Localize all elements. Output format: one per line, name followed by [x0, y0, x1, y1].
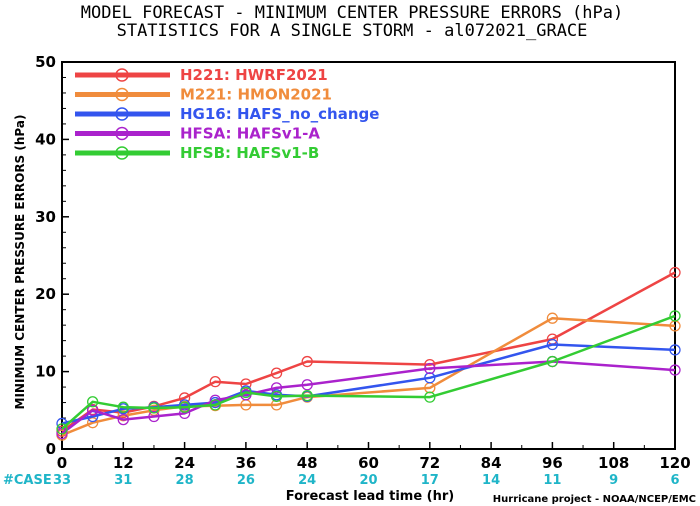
case-count: 9 — [609, 473, 618, 488]
data-point — [178, 401, 191, 413]
data-point — [270, 382, 283, 394]
y-tick-label: 20 — [35, 285, 56, 303]
credit-text: Hurricane project - NOAA/NCEP/EMC — [493, 494, 696, 505]
legend-label: HFSA: HAFSv1-A — [180, 125, 320, 143]
case-count: 26 — [237, 473, 255, 488]
x-axis: 0 12 24 36 48 60 72 84 96 108 120 — [57, 442, 691, 472]
legend-label: HG16: HAFS_no_change — [180, 105, 379, 123]
legend-item: H221: HWRF2021 — [75, 66, 328, 84]
y-tick-label: 40 — [35, 130, 56, 148]
case-counts: 33 31 28 26 24 20 17 14 11 9 6 — [53, 473, 680, 488]
data-point — [669, 310, 681, 322]
legend-swatch-marker — [115, 68, 129, 82]
y-axis-label: MINIMUM CENTER PRESSURE ERRORS (hPa) — [13, 115, 27, 410]
legend-swatch-marker — [115, 126, 129, 141]
x-axis-label: Forecast lead time (hr) — [286, 489, 454, 504]
y-tick-label: 10 — [35, 363, 56, 381]
chart-title: MODEL FORECAST - MINIMUM CENTER PRESSURE… — [81, 3, 623, 23]
data-point — [87, 404, 99, 416]
data-point — [240, 378, 252, 390]
legend-label: HFSB: HAFSv1-B — [180, 144, 319, 162]
data-point — [301, 379, 313, 391]
y-tick-label: 30 — [35, 208, 56, 226]
data-point — [148, 402, 160, 414]
x-tick-label: 0 — [57, 454, 67, 472]
x-tick-label: 12 — [113, 454, 134, 472]
legend-item: HG16: HAFS_no_change — [75, 105, 379, 123]
x-tick-label: 48 — [297, 454, 318, 472]
case-count: 11 — [543, 473, 561, 488]
series-2 — [56, 338, 681, 430]
legend-swatch-marker — [115, 146, 129, 160]
case-count: 33 — [53, 473, 71, 488]
y-tick-label: 0 — [46, 440, 56, 458]
data-point — [209, 399, 221, 411]
legend-label: M221: HMON2021 — [180, 86, 332, 104]
y-tick-label: 50 — [35, 53, 56, 71]
case-count-label: #CASE — [3, 473, 52, 488]
data-point — [240, 386, 252, 399]
legend-swatch-marker — [115, 107, 129, 121]
data-point — [669, 344, 681, 356]
data-point — [669, 266, 681, 279]
data-point — [669, 364, 681, 376]
x-tick-label: 96 — [542, 454, 563, 472]
case-count: 28 — [176, 473, 194, 488]
series-layer — [56, 266, 681, 441]
data-point — [424, 391, 436, 403]
data-point — [546, 355, 559, 368]
case-count: 31 — [114, 473, 132, 488]
legend-item: HFSA: HAFSv1-A — [75, 125, 320, 143]
case-count: 20 — [359, 473, 377, 488]
x-tick-label: 72 — [419, 454, 440, 472]
data-point — [546, 338, 559, 351]
data-point — [270, 367, 283, 379]
data-point — [87, 396, 99, 408]
data-point — [117, 413, 129, 426]
legend-label: H221: HWRF2021 — [180, 66, 328, 84]
data-point — [301, 355, 313, 368]
case-count: 24 — [298, 473, 316, 488]
x-tick-label: 108 — [598, 454, 629, 472]
y-axis: 0 10 20 30 40 50 — [35, 53, 69, 458]
data-point — [424, 362, 436, 375]
legend-item: M221: HMON2021 — [75, 86, 332, 104]
series-4 — [56, 310, 681, 435]
x-tick-label: 120 — [659, 454, 690, 472]
x-tick-label: 24 — [174, 454, 195, 472]
data-point — [424, 372, 436, 384]
x-tick-label: 60 — [358, 454, 379, 472]
case-count: 6 — [670, 473, 679, 488]
data-point — [148, 410, 160, 423]
data-point — [301, 389, 313, 402]
data-point — [209, 376, 221, 388]
data-point — [178, 392, 191, 404]
data-point — [546, 312, 559, 324]
legend-swatch-marker — [115, 87, 129, 102]
case-count: 14 — [482, 473, 500, 488]
case-count: 17 — [421, 473, 439, 488]
data-point — [117, 401, 129, 413]
data-point — [270, 390, 283, 403]
data-point — [56, 423, 68, 435]
chart-subtitle: STATISTICS FOR A SINGLE STORM - al072021… — [117, 21, 588, 41]
x-tick-label: 84 — [481, 454, 502, 472]
x-tick-label: 36 — [235, 454, 256, 472]
legend-item: HFSB: HAFSv1-B — [75, 144, 319, 162]
